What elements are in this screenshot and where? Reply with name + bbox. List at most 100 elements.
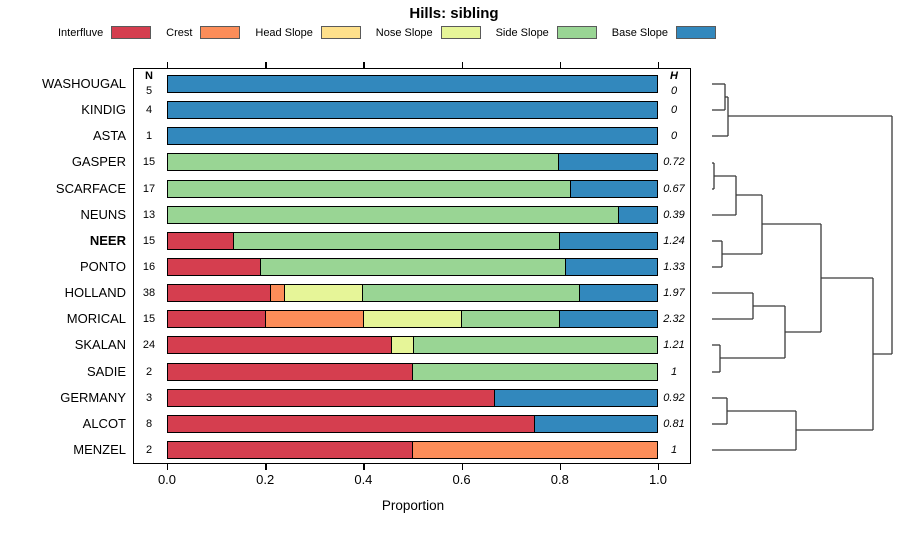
stacked-bar [167, 414, 658, 433]
bar-segment-side [412, 337, 657, 354]
bar-segment-crest [265, 311, 363, 328]
legend-label: Side Slope [495, 26, 549, 39]
bar-segment-interfluve [168, 363, 412, 380]
bar-segment-side [412, 363, 657, 380]
bar-segment-side [259, 258, 565, 275]
bar-segment-interfluve [168, 258, 260, 275]
legend-item-nose: Nose Slope [376, 26, 481, 39]
n-value: 15 [142, 234, 156, 247]
n-value: 24 [142, 339, 156, 352]
bar-segment-interfluve [168, 285, 271, 302]
bar-segment-interfluve [168, 415, 534, 432]
n-value: 4 [145, 104, 153, 117]
stacked-bar [167, 310, 658, 329]
x-tick-label: 1.0 [648, 472, 668, 487]
h-value: 2.32 [663, 313, 685, 326]
x-tick-bottom [363, 464, 365, 470]
x-tick-bottom [265, 464, 267, 470]
legend-swatch-side-icon [556, 26, 597, 39]
bar-segment-base [168, 128, 657, 145]
h-value: 0.39 [663, 208, 685, 221]
legend-item-interfluve: Interfluve [58, 26, 152, 39]
legend-label: Interfluve [58, 26, 104, 39]
legend-swatch-nose-icon [440, 26, 481, 39]
x-tick-top [167, 62, 169, 68]
stacked-bar [167, 75, 658, 93]
legend-swatch-base-icon [676, 26, 716, 39]
h-value: 0.92 [663, 391, 685, 404]
h-value: 1 [670, 365, 678, 378]
row-label: PONTO [80, 258, 126, 274]
stacked-bar [167, 231, 658, 250]
bar-segment-side [168, 206, 619, 223]
stacked-bar [167, 284, 658, 303]
h-value: 1.33 [663, 260, 685, 273]
bar-segment-base [168, 102, 657, 119]
x-tick-label: 0.4 [354, 472, 373, 487]
bar-segment-base [559, 311, 657, 328]
row-label: ALCOT [82, 415, 126, 431]
bar-segment-interfluve [168, 311, 265, 328]
stacked-bar [167, 153, 658, 172]
stacked-bar [167, 336, 658, 355]
stacked-bar [167, 127, 658, 146]
h-value: 1 [670, 443, 678, 456]
legend-label: Head Slope [255, 26, 313, 39]
bar-segment-base [168, 76, 657, 92]
x-tick-bottom [559, 464, 562, 470]
bar-segment-nose [283, 285, 362, 302]
x-tick-bottom [461, 464, 463, 470]
stacked-bar [167, 440, 658, 459]
x-tick-bottom [167, 464, 169, 470]
legend-item-crest: Crest [166, 26, 241, 39]
stacked-bar [167, 257, 658, 276]
h-value: 1.21 [663, 339, 685, 352]
dendrogram [712, 83, 893, 451]
row-label: MORICAL [66, 311, 126, 327]
row-label: SKALAN [74, 337, 126, 353]
bar-segment-nose [391, 337, 413, 354]
h-value: 0 [670, 85, 678, 97]
row-label: SCARFACE [55, 180, 126, 196]
x-tick-top [559, 62, 562, 68]
bar-segment-base [558, 232, 657, 249]
bar-segment-base [493, 389, 657, 406]
legend-swatch-crest-icon [200, 26, 241, 39]
row-label: HOLLAND [64, 285, 126, 301]
x-tick-label: 0.6 [452, 472, 471, 487]
bar-segment-side [232, 232, 559, 249]
bar-segment-base [579, 285, 657, 302]
bar-segment-base [618, 206, 657, 223]
bar-segment-base [534, 415, 657, 432]
x-tick-top [265, 62, 267, 68]
h-value: 0.81 [663, 417, 685, 430]
bar-segment-base [558, 154, 657, 171]
legend-label: Nose Slope [375, 26, 433, 39]
h-value: 0 [670, 104, 678, 117]
legend-swatch-head-icon [320, 26, 361, 39]
h-value: 0.72 [663, 156, 685, 169]
stacked-bar [167, 362, 658, 381]
row-label: NEUNS [80, 206, 126, 222]
x-tick-label: 0.8 [550, 472, 569, 487]
row-label: NEER [89, 232, 126, 248]
plot-frame [133, 68, 691, 464]
x-axis-label: Proportion [381, 498, 445, 513]
bar-segment-base [564, 258, 657, 275]
bar-segment-base [570, 180, 657, 197]
row-label: GERMANY [60, 389, 126, 405]
stacked-bar [167, 179, 658, 198]
n-value: 38 [142, 287, 156, 300]
bar-segment-interfluve [168, 441, 412, 458]
row-label: GASPER [71, 154, 126, 170]
n-value: 3 [145, 391, 153, 404]
legend-item-base: Base Slope [612, 26, 716, 39]
legend-swatch-interfluve-icon [111, 26, 152, 39]
legend-item-side: Side Slope [496, 26, 597, 39]
h-value: 1.24 [663, 234, 685, 247]
h-value: 1.97 [663, 287, 685, 300]
legend-label: Crest [166, 26, 193, 39]
n-value: 2 [145, 443, 153, 456]
x-tick-top [461, 62, 463, 68]
